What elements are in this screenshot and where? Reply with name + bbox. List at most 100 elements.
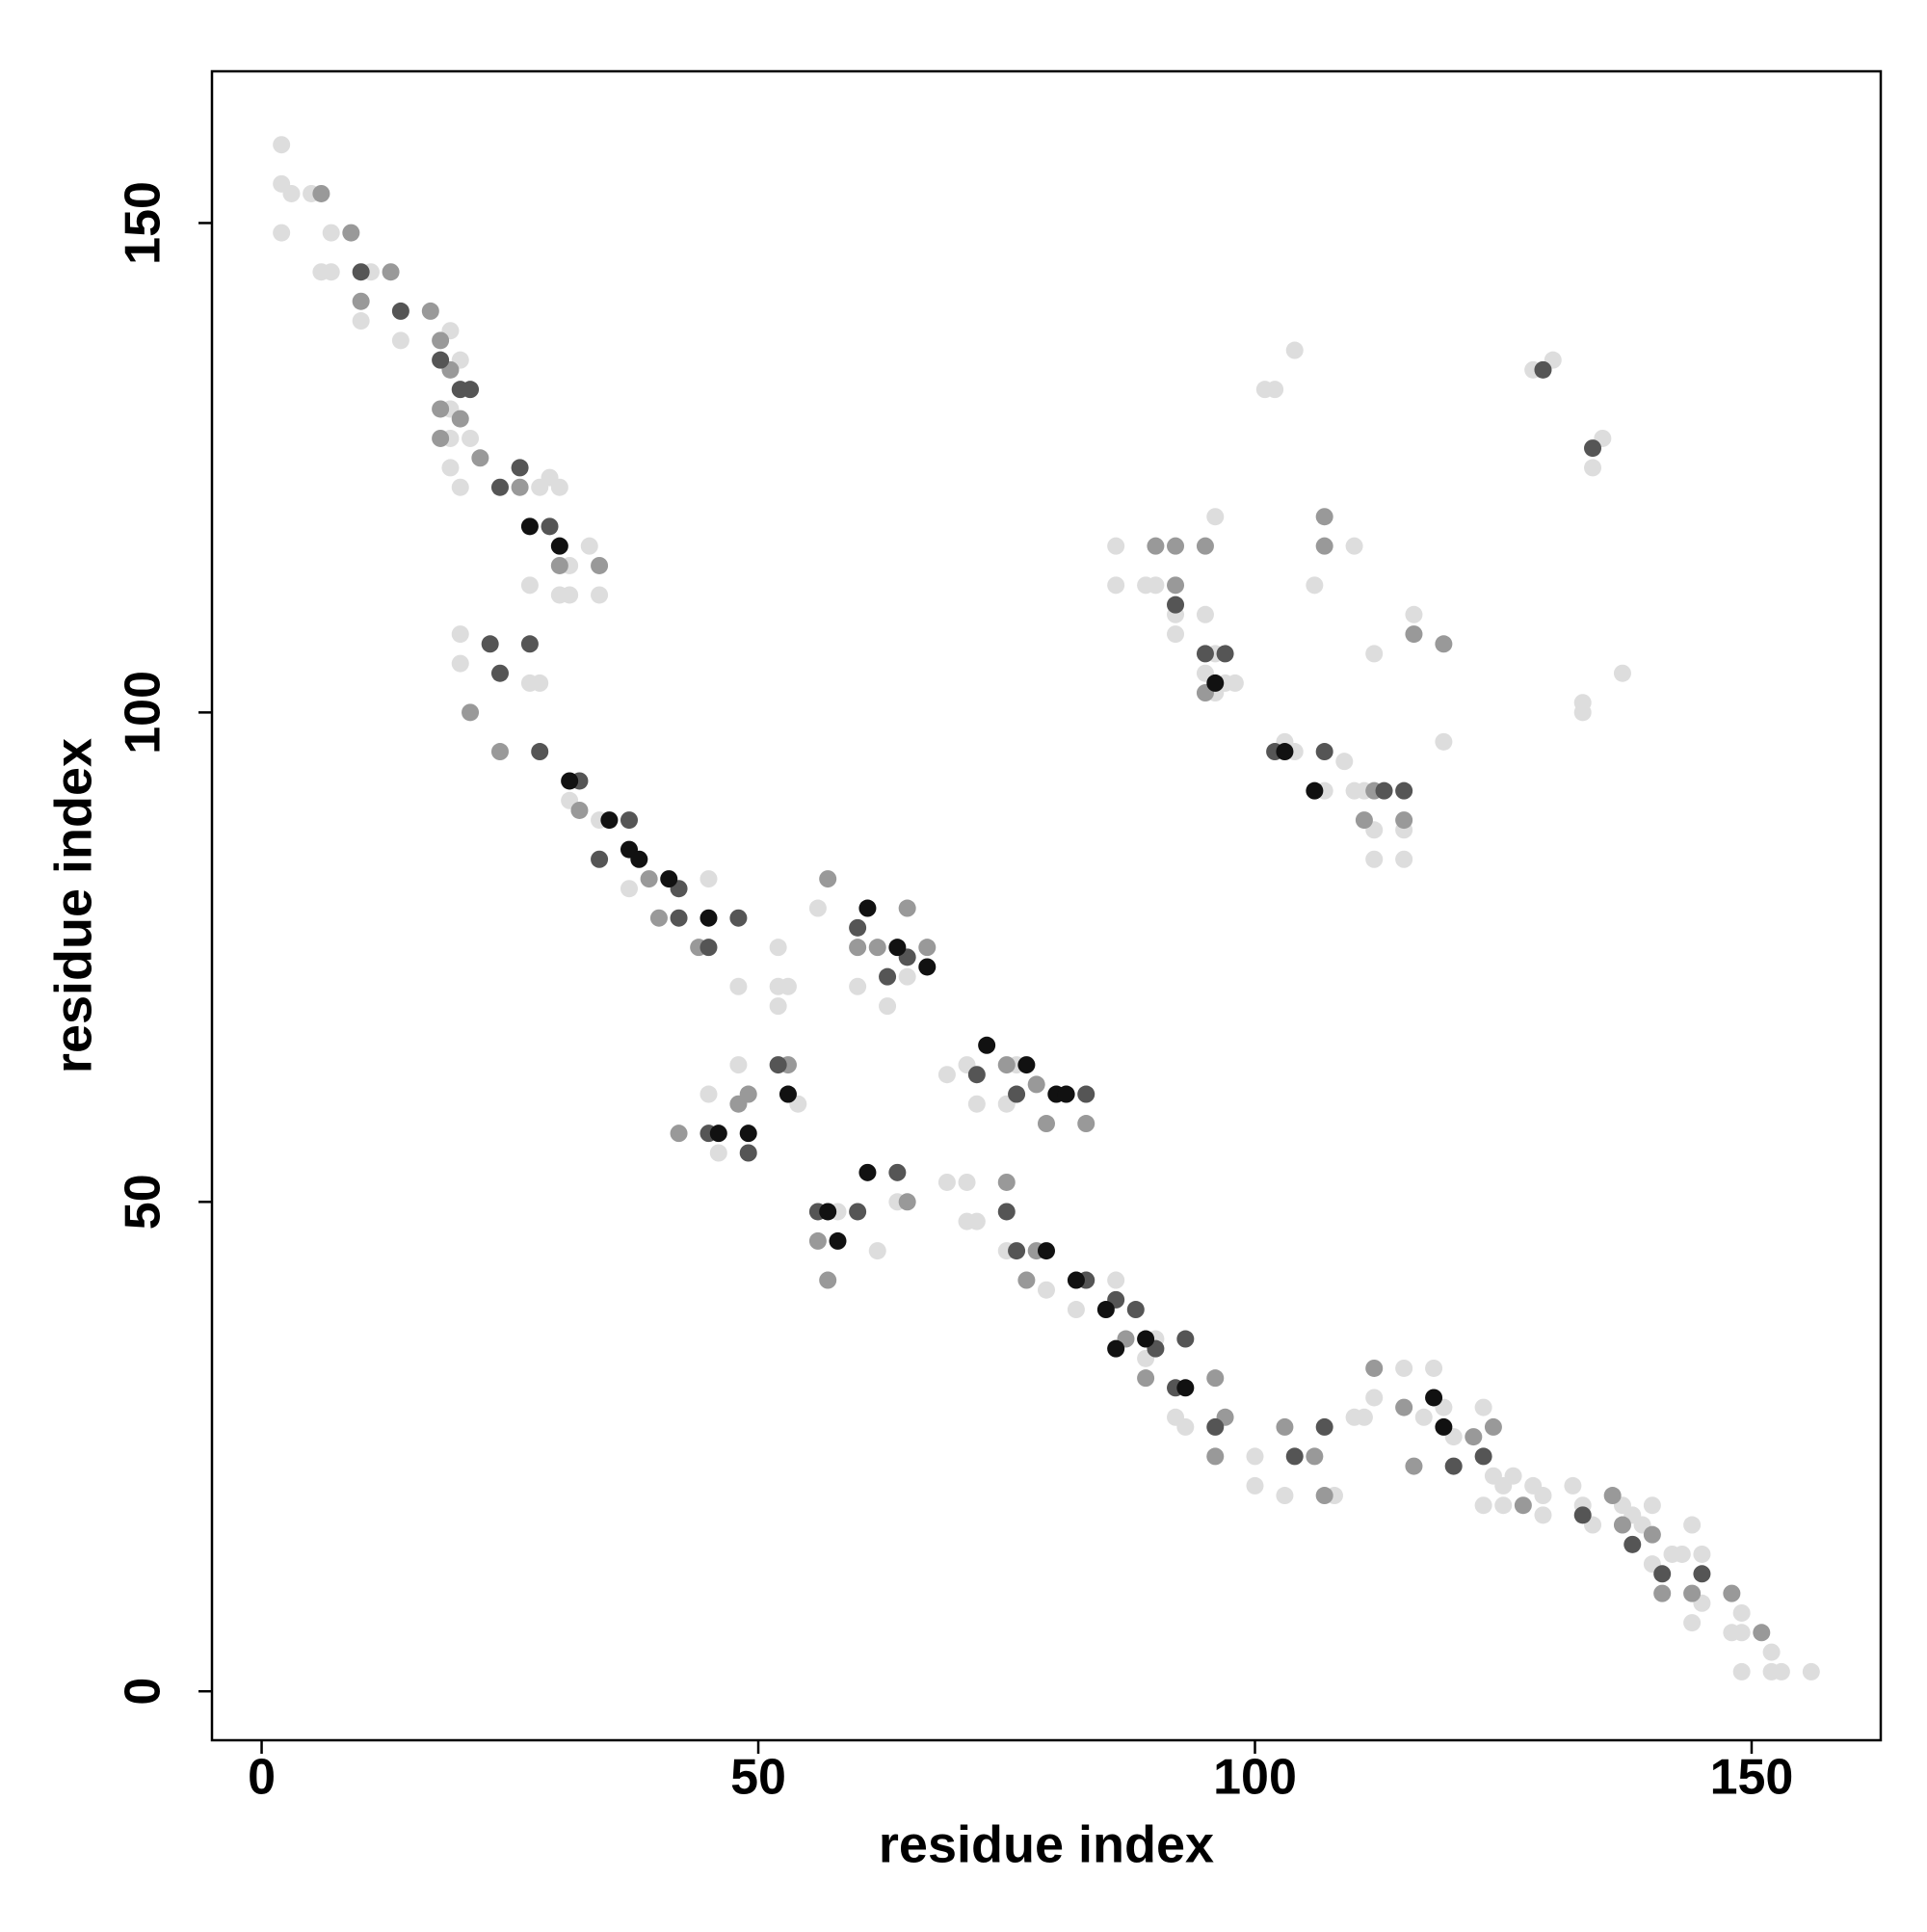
x-tick-label: 150: [1710, 1750, 1794, 1806]
point: [1315, 1487, 1333, 1505]
point: [1514, 1496, 1532, 1515]
point: [1196, 605, 1214, 623]
point: [978, 1036, 996, 1054]
point: [1732, 1662, 1751, 1681]
series-points: [520, 517, 1453, 1436]
point: [739, 1085, 757, 1103]
point: [1216, 645, 1234, 663]
point: [1484, 1417, 1502, 1436]
point: [640, 870, 658, 888]
point: [700, 1085, 718, 1103]
point: [451, 654, 469, 673]
y-axis-label: residue index: [44, 738, 102, 1073]
point: [451, 410, 469, 428]
point: [312, 184, 330, 202]
point: [829, 1231, 847, 1250]
point: [1206, 1447, 1225, 1466]
point: [1276, 743, 1294, 761]
point: [849, 1203, 867, 1221]
point: [1196, 537, 1214, 555]
point: [630, 850, 648, 868]
point: [918, 958, 937, 976]
point: [1613, 664, 1631, 682]
point: [1067, 1301, 1085, 1319]
point: [1534, 360, 1552, 379]
point: [462, 703, 480, 722]
point: [511, 478, 529, 496]
point: [1206, 1417, 1225, 1436]
point: [1653, 1565, 1672, 1583]
point: [1683, 1584, 1702, 1602]
point: [591, 850, 609, 868]
point: [273, 224, 291, 242]
point: [1474, 1496, 1492, 1515]
point: [1395, 1398, 1413, 1416]
point: [1126, 1301, 1145, 1319]
point: [1137, 1369, 1155, 1388]
point: [462, 429, 480, 447]
point: [620, 880, 638, 898]
point: [1573, 703, 1592, 722]
point: [1435, 1417, 1453, 1436]
point: [1017, 1056, 1036, 1074]
point: [490, 664, 509, 682]
point: [1435, 732, 1453, 751]
point: [1683, 1516, 1702, 1534]
y-tick-label: 150: [116, 181, 172, 265]
point: [868, 939, 886, 957]
point: [1017, 1271, 1036, 1289]
point: [849, 918, 867, 937]
point: [541, 517, 559, 536]
point: [1395, 850, 1413, 868]
point: [779, 1085, 797, 1103]
point: [769, 997, 787, 1016]
point: [1653, 1584, 1672, 1602]
point: [432, 429, 450, 447]
point: [1057, 1085, 1075, 1103]
point: [1395, 811, 1413, 830]
point: [490, 478, 509, 496]
point: [819, 1203, 837, 1221]
x-tick-label: 100: [1213, 1750, 1297, 1806]
point: [1643, 1525, 1661, 1544]
point: [1564, 1476, 1582, 1495]
point: [858, 1163, 877, 1181]
point: [1206, 508, 1225, 526]
point: [550, 556, 568, 574]
point: [432, 351, 450, 369]
x-tick-label: 50: [730, 1750, 786, 1806]
point: [819, 1271, 837, 1289]
point: [1107, 1339, 1125, 1358]
point: [1315, 537, 1333, 555]
point: [1266, 381, 1284, 399]
point: [1315, 743, 1333, 761]
point: [1732, 1603, 1751, 1622]
point: [1613, 1516, 1631, 1534]
point: [441, 459, 460, 477]
point: [1623, 1535, 1642, 1553]
point: [600, 811, 619, 830]
point: [1107, 1271, 1125, 1289]
point: [1802, 1662, 1820, 1681]
point: [1584, 459, 1602, 477]
point: [511, 459, 529, 477]
point: [1038, 1115, 1055, 1133]
point: [898, 899, 916, 917]
point: [1315, 508, 1333, 526]
point: [879, 967, 897, 986]
point: [432, 331, 450, 350]
point: [1414, 1408, 1433, 1426]
point: [1534, 1487, 1552, 1505]
point: [1167, 576, 1185, 595]
point: [700, 939, 718, 957]
point: [898, 1193, 916, 1211]
point: [958, 1212, 976, 1231]
series-points: [352, 263, 1711, 1583]
point: [591, 586, 609, 604]
point: [1465, 1428, 1483, 1446]
point: [967, 1095, 986, 1113]
point: [1008, 1085, 1026, 1103]
point: [1683, 1614, 1702, 1632]
